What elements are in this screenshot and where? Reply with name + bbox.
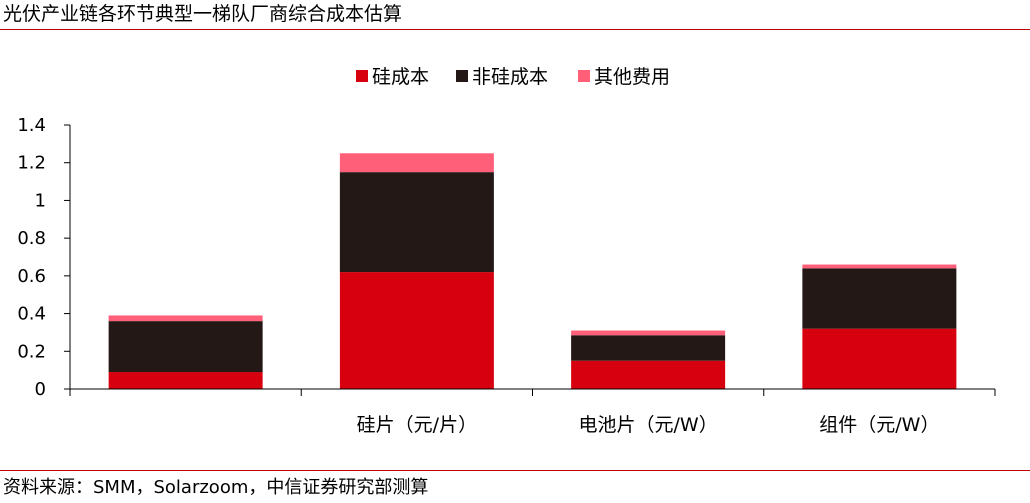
title-divider [0,29,1030,30]
bar-2-series-3 [339,153,494,173]
bar-4-series-3 [802,264,957,269]
footer-divider [0,470,1030,471]
y-tick-label-3: 0.6 [17,266,46,287]
bar-4-series-1 [802,328,957,389]
x-category-label-2: 硅片（元/片） [357,414,477,436]
y-tick-label-2: 0.4 [17,304,46,325]
y-tick-label-7: 1.4 [17,115,46,136]
bar-1-series-1 [108,372,263,389]
legend-label-3: 其他费用 [594,66,670,88]
bar-1-series-2 [108,321,263,373]
bars [108,153,957,389]
stacked-bar-chart: 硅成本 非硅成本 其他费用 0 0.2 0.4 0.6 0.8 1 1.2 1.4 硅片（元/片）… [17,66,996,436]
legend-label-1: 硅成本 [372,66,429,88]
bar-2-series-2 [339,172,494,273]
y-tick-label-1: 0.2 [17,341,46,362]
bar-1-series-3 [108,315,263,322]
y-tick-label-6: 1.2 [17,153,46,174]
y-tick-label-5: 1 [35,190,46,211]
x-axis: 硅片（元/片） 电池片（元/W） 组件（元/W） [69,388,996,436]
x-category-label-4: 组件（元/W） [819,414,939,436]
bar-3-series-3 [571,330,726,336]
x-category-label-3: 电池片（元/W） [579,414,718,436]
bar-3-series-1 [571,360,726,389]
bar-2-series-1 [339,272,494,389]
y-tick-label-4: 0.8 [17,228,46,249]
source-note: 资料来源：SMM，Solarzoom，中信证券研究部测算 [3,477,429,498]
bar-4-series-2 [802,268,957,329]
legend-swatch-3 [578,70,590,82]
legend-label-2: 非硅成本 [472,66,548,88]
legend: 硅成本 非硅成本 其他费用 [356,66,670,88]
legend-swatch-2 [456,70,468,82]
bar-3-series-2 [571,335,726,361]
y-axis: 0 0.2 0.4 0.6 0.8 1 1.2 1.4 [17,115,71,400]
y-tick-label-0: 0 [35,379,46,400]
chart-title: 光伏产业链各环节典型一梯队厂商综合成本估算 [3,3,403,25]
legend-swatch-1 [356,70,368,82]
